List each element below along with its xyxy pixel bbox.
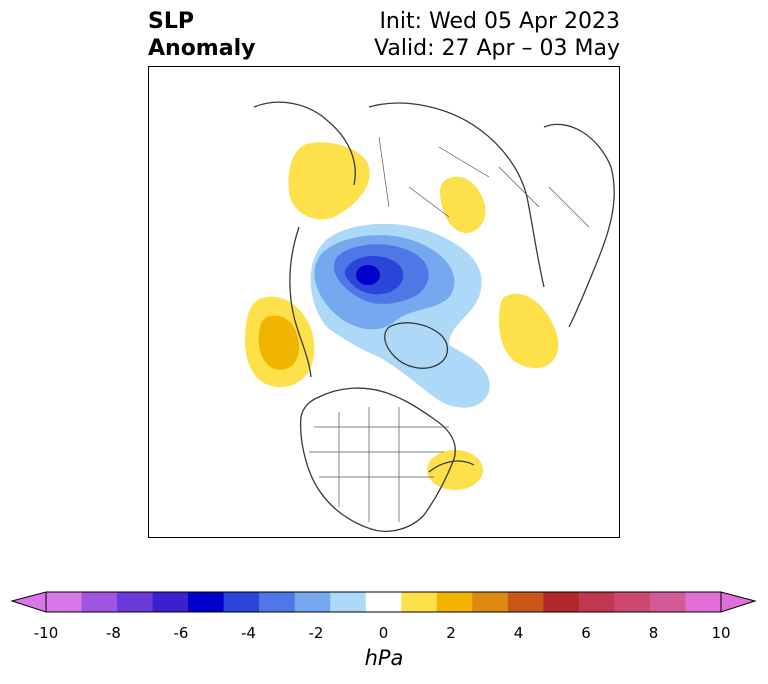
colorbar-tick-label: -4 — [241, 624, 256, 642]
colorbar-tick-label: 6 — [581, 624, 591, 642]
colorbar-cell — [223, 592, 260, 612]
colorbar-tick-label: -2 — [308, 624, 324, 642]
colorbar-cell — [436, 592, 473, 612]
east-siberia-high — [499, 293, 559, 369]
colorbar-cell — [401, 592, 438, 612]
colorbar-cell — [649, 592, 686, 612]
colorbar-cell — [46, 592, 83, 612]
colorbar-tick-label: 0 — [378, 624, 389, 642]
title-line-2: Anomaly — [148, 36, 256, 61]
map-title: SLP Anomaly — [148, 8, 255, 62]
colorbar-cell — [507, 592, 544, 612]
coastlines — [253, 101, 615, 532]
north-pacific-high-2 — [258, 315, 299, 370]
atlantic-high — [427, 450, 483, 490]
colorbar-cell — [294, 592, 331, 612]
colorbar-cells — [46, 592, 722, 612]
map-canvas — [244, 101, 615, 532]
colorbar-extend-low — [10, 591, 47, 613]
colorbar-extend-high — [720, 591, 757, 613]
anomaly-shading — [244, 142, 559, 490]
colorbar-cell — [188, 592, 225, 612]
colorbar-unit: hPa — [364, 646, 404, 670]
colorbar-tick-label: 10 — [711, 624, 731, 642]
colorbar-tick-label: -6 — [173, 624, 189, 642]
colorbar-cell — [472, 592, 509, 612]
colorbar-cell — [330, 592, 367, 612]
colorbar-cell — [81, 592, 118, 612]
colorbar-tick-label: -8 — [106, 624, 121, 642]
scandinavia-high — [288, 142, 370, 220]
anomaly-contour-neg6 — [356, 265, 380, 285]
colorbar-cell — [117, 592, 154, 612]
colorbar-cell — [259, 592, 296, 612]
colorbar-tick-label: 8 — [648, 624, 659, 642]
colorbar-cell — [614, 592, 651, 612]
colorbar-tick-label: -10 — [33, 624, 59, 642]
colorbar-outline — [45, 591, 722, 613]
title-line-1: SLP — [148, 9, 194, 34]
colorbar-tick-label: 2 — [446, 624, 456, 642]
political-borders — [309, 136, 590, 522]
map-panel — [148, 66, 620, 538]
colorbar-cell — [685, 592, 722, 612]
colorbar-tick-label: 4 — [513, 624, 524, 642]
colorbar-cell — [152, 592, 189, 612]
west-siberia-high — [440, 176, 486, 233]
colorbar-cell — [578, 592, 615, 612]
valid-period: Valid: 27 Apr – 03 May — [374, 36, 620, 61]
colorbar-cell — [365, 592, 402, 612]
colorbar-cell — [543, 592, 580, 612]
colorbar — [10, 591, 757, 613]
forecast-dates: Init: Wed 05 Apr 2023 Valid: 27 Apr – 03… — [374, 8, 620, 62]
init-date: Init: Wed 05 Apr 2023 — [379, 9, 620, 34]
